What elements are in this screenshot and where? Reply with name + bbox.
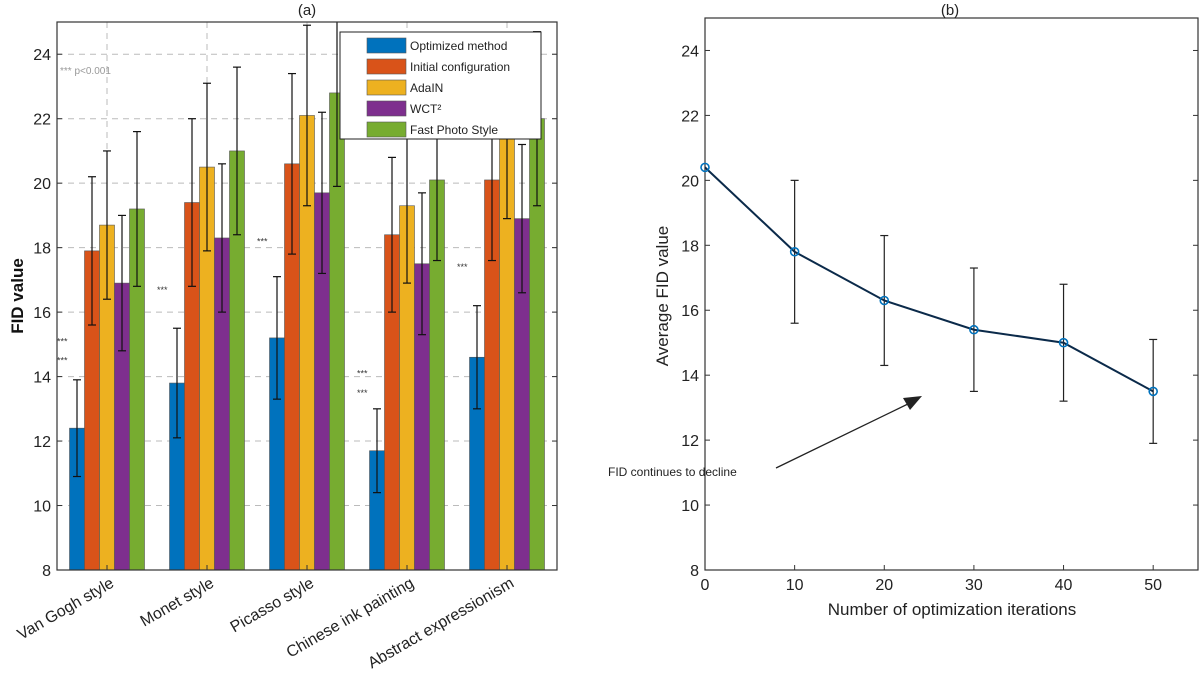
y-tick-label: 20 — [681, 173, 699, 190]
significance-legend: *** p<0.001 — [60, 66, 111, 77]
x-tick-label: 10 — [786, 577, 804, 594]
y-tick-label: 16 — [681, 303, 699, 320]
significance-marker: *** — [357, 388, 368, 398]
data-point — [700, 162, 710, 173]
y-tick-label: 18 — [681, 238, 699, 255]
legend-swatch — [366, 58, 407, 75]
y-tick-label: 16 — [33, 305, 51, 322]
chart-a-ylabel: FID value — [8, 258, 27, 334]
x-tick-label: Van Gogh style — [15, 575, 117, 644]
legend-swatch — [366, 37, 407, 54]
legend-label: Optimized method — [410, 39, 507, 53]
x-tick-label: 40 — [1055, 577, 1073, 594]
chart-b-title: (b) — [941, 2, 959, 19]
chart-b: 8 10 12 14 16 18 20 22 24 0 10 20 30 40 50 — [681, 17, 1199, 594]
legend-label: Fast Photo Style — [410, 123, 498, 137]
y-tick-label: 14 — [681, 368, 699, 385]
y-tick-label: 20 — [33, 176, 51, 193]
annotation-arrow-head — [903, 396, 922, 410]
x-tick-label: 20 — [875, 577, 893, 594]
y-tick-label: 12 — [681, 433, 699, 450]
data-point — [879, 295, 890, 306]
chart-b-xlabel: Number of optimization iterations — [828, 600, 1077, 619]
legend-swatch — [366, 121, 407, 138]
x-tick-label: Picasso style — [228, 575, 317, 636]
x-tick-label: Monet style — [138, 575, 217, 631]
y-tick-label: 8 — [690, 563, 699, 580]
x-tick-label: 30 — [965, 577, 983, 594]
data-point — [1148, 386, 1158, 397]
y-tick-label: 24 — [681, 43, 699, 60]
chart-b-axes — [704, 17, 1199, 571]
annotation-arrow-line — [775, 401, 913, 469]
significance-marker: *** — [357, 369, 368, 379]
legend-swatch — [366, 100, 407, 117]
legend-swatch — [366, 79, 407, 96]
significance-marker: *** — [457, 262, 468, 272]
y-tick-label: 8 — [42, 563, 51, 580]
significance-marker: *** — [257, 236, 268, 246]
x-tick-label: 50 — [1144, 577, 1162, 594]
significance-marker: *** — [57, 356, 68, 366]
annotation-fid-decline: FID continues to decline — [608, 465, 737, 479]
y-tick-label: 18 — [33, 241, 51, 258]
y-tick-label: 10 — [681, 498, 699, 515]
y-tick-label: 24 — [33, 47, 51, 64]
data-point — [1058, 337, 1069, 348]
data-point — [969, 324, 979, 335]
series-line — [704, 166, 1154, 393]
chart-b-ylabel: Average FID value — [653, 226, 672, 366]
data-point — [789, 246, 800, 257]
legend-label: Initial configuration — [410, 60, 510, 74]
significance-marker: *** — [157, 285, 168, 295]
legend-label: AdaIN — [410, 81, 443, 95]
x-tick-label: 0 — [701, 577, 710, 594]
legend-label: WCT² — [410, 102, 441, 116]
y-tick-label: 22 — [681, 108, 699, 125]
y-tick-label: 10 — [33, 499, 51, 516]
chart-a: 8 10 12 14 16 18 20 22 24 *** *** *** *** *** *** *** Va… — [15, 21, 558, 672]
y-tick-label: 14 — [33, 370, 51, 387]
chart-a-title: (a) — [298, 2, 316, 19]
y-tick-label: 12 — [33, 434, 51, 451]
significance-marker: *** — [57, 336, 68, 346]
y-tick-label: 22 — [33, 112, 51, 129]
